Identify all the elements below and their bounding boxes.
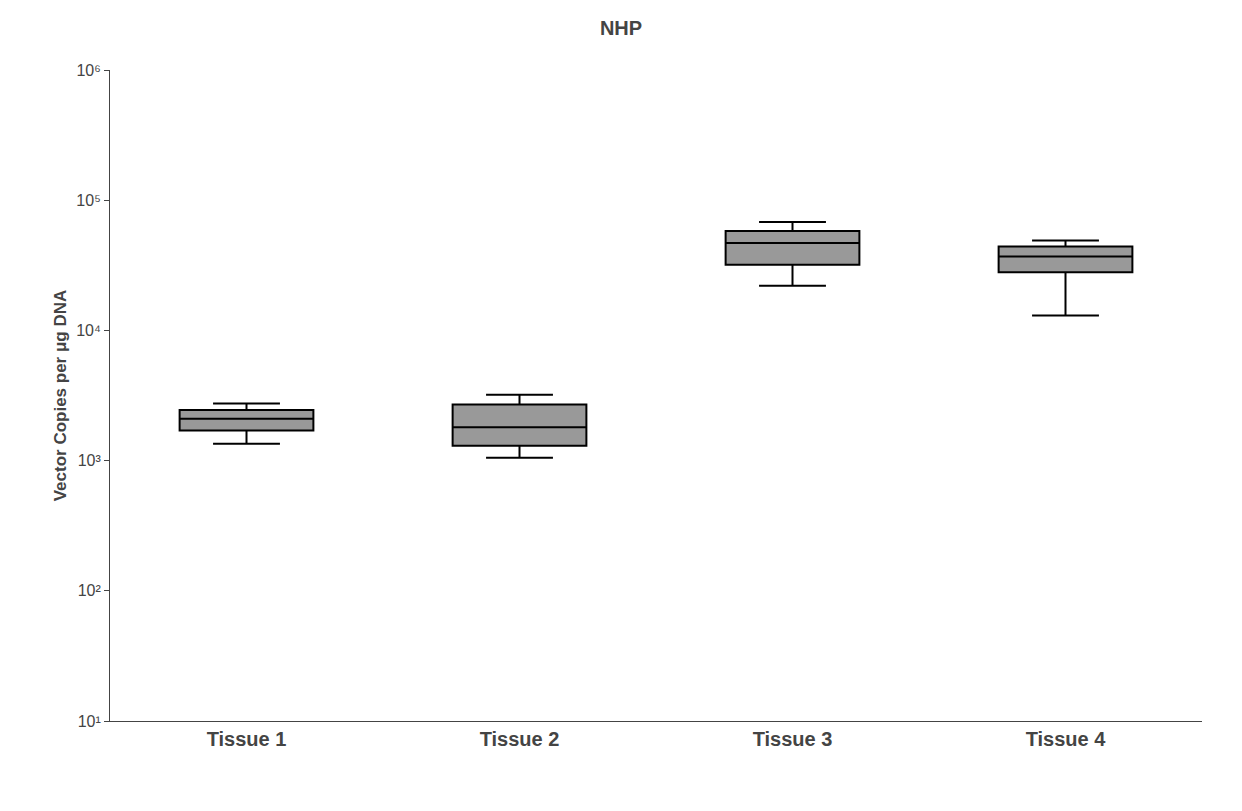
svg-text:NHP: NHP [600, 17, 642, 39]
svg-text:10²: 10² [78, 582, 102, 599]
svg-text:10⁵: 10⁵ [76, 192, 100, 209]
svg-text:10³: 10³ [78, 452, 102, 469]
svg-text:10⁶: 10⁶ [76, 62, 100, 79]
svg-text:Vector Copies per μg DNA: Vector Copies per μg DNA [51, 290, 70, 502]
svg-text:Tissue 3: Tissue 3 [753, 728, 833, 750]
svg-text:Tissue 2: Tissue 2 [480, 728, 560, 750]
svg-text:Tissue 4: Tissue 4 [1026, 728, 1107, 750]
svg-text:10¹: 10¹ [78, 713, 101, 730]
svg-text:Tissue 1: Tissue 1 [207, 728, 287, 750]
svg-text:10⁴: 10⁴ [76, 322, 101, 339]
